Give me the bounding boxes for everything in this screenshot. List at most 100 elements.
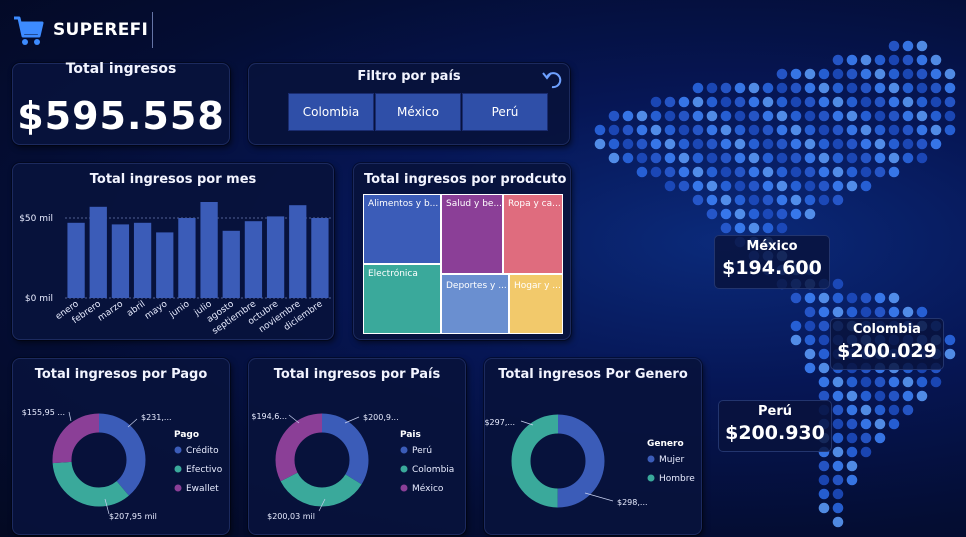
donut-slice-ewallet[interactable] <box>52 413 146 507</box>
legend-item-mujer[interactable]: Mujer <box>659 455 685 465</box>
map-dot <box>846 376 858 388</box>
map-dot <box>636 166 648 178</box>
legend-item-crédito[interactable]: Crédito <box>186 445 219 456</box>
map-card-peru[interactable]: Perú $200.930 <box>718 400 832 452</box>
legend-item-colombia[interactable]: Colombia <box>412 465 454 475</box>
filter-mexico-button[interactable]: México <box>375 93 461 131</box>
treemap-cell-ropa[interactable]: Ropa y ca... <box>503 194 563 274</box>
map-dot <box>832 376 844 388</box>
country-filter-card: Filtro por país Colombia México Perú <box>248 63 570 145</box>
map-dot <box>804 152 816 164</box>
map-dot <box>818 488 830 500</box>
treemap-cell-alimentos[interactable]: Alimentos y b... <box>363 194 441 264</box>
map-dot <box>608 138 620 150</box>
treemap-cell-deportes[interactable]: Deportes y ... <box>441 274 509 334</box>
map-dot <box>664 138 676 150</box>
bar-enero[interactable] <box>67 222 85 298</box>
map-dot <box>874 418 886 430</box>
map-dot <box>776 152 788 164</box>
legend-item-méxico[interactable]: México <box>412 483 444 494</box>
bar-marzo[interactable] <box>111 224 130 298</box>
payment-revenue-card: Total ingresos por Pago $231,... $207,95 … <box>12 358 230 535</box>
map-dot <box>846 166 858 178</box>
legend-marker <box>400 465 408 473</box>
map-dot <box>706 166 718 178</box>
y-tick-label: $50 mil <box>19 214 53 224</box>
map-dot <box>902 82 914 94</box>
treemap-title: Total ingresos por prodcuto <box>364 172 567 187</box>
map-dot <box>930 138 942 150</box>
map-dot <box>846 82 858 94</box>
map-dot <box>790 180 802 192</box>
map-dot <box>846 96 858 108</box>
bar-julio[interactable] <box>200 202 218 298</box>
map-dot <box>860 306 872 318</box>
map-dot <box>832 404 844 416</box>
map-dot <box>692 152 704 164</box>
map-dot <box>846 390 858 402</box>
map-dot <box>650 138 662 150</box>
treemap-cell-electronica[interactable]: Electrónica <box>363 264 441 334</box>
map-dot <box>678 152 690 164</box>
map-dot <box>804 166 816 178</box>
map-dot <box>594 138 606 150</box>
map-dot <box>678 96 690 108</box>
treemap-cell-hogar[interactable]: Hogar y ... <box>509 274 563 334</box>
legend-item-perú[interactable]: Perú <box>412 446 432 456</box>
filter-colombia-button[interactable]: Colombia <box>288 93 374 131</box>
bar-abril[interactable] <box>133 222 152 298</box>
map-dot <box>832 460 844 472</box>
legend-marker <box>400 484 408 492</box>
map-dot <box>790 68 802 80</box>
map-dot <box>874 68 886 80</box>
y-tick-label: $0 mil <box>25 294 53 304</box>
map-card-colombia[interactable]: Colombia $200.029 <box>830 318 944 370</box>
bar-octubre[interactable] <box>266 216 285 298</box>
country-donut-chart[interactable]: $200,9... $200,03 mil $194,6... Pais Perú Col… <box>249 359 467 536</box>
map-dot <box>664 96 676 108</box>
payment-donut-chart[interactable]: $231,... $207,95 mil $155,95 ... Pago Crédit… <box>13 359 231 536</box>
map-dot <box>930 96 942 108</box>
map-dot <box>762 152 774 164</box>
filter-peru-button[interactable]: Perú <box>462 93 548 131</box>
map-card-mexico[interactable]: México $194.600 <box>714 235 830 289</box>
map-dot <box>832 418 844 430</box>
map-dot <box>734 82 746 94</box>
map-dot <box>734 152 746 164</box>
bar-mayo[interactable] <box>156 232 174 298</box>
kpi-value: $595.558 <box>17 94 225 138</box>
legend-item-efectivo[interactable]: Efectivo <box>186 465 223 475</box>
map-dot <box>944 96 956 108</box>
leader-line <box>318 498 326 512</box>
map-dot <box>916 54 928 66</box>
bar-junio[interactable] <box>178 218 196 298</box>
map-dot <box>818 306 830 318</box>
legend-item-ewallet[interactable]: Ewallet <box>186 484 219 494</box>
map-dot <box>832 446 844 458</box>
map-dot <box>832 68 844 80</box>
map-dot <box>902 96 914 108</box>
map-dot <box>874 124 886 136</box>
map-dot <box>748 152 760 164</box>
legend-item-hombre[interactable]: Hombre <box>659 474 695 484</box>
treemap-cell-salud[interactable]: Salud y be... <box>441 194 503 274</box>
donut-slice-méxico[interactable] <box>275 413 369 507</box>
bar-febrero[interactable] <box>89 206 107 298</box>
shopping-cart-icon <box>14 16 44 45</box>
bar-septiembre[interactable] <box>244 221 263 298</box>
data-label: $200,03 mil <box>267 512 315 521</box>
undo-arrow-icon[interactable] <box>541 68 563 90</box>
donut-slice-colombia[interactable] <box>275 413 369 507</box>
map-dot <box>860 404 872 416</box>
data-label: $298,... <box>617 498 648 507</box>
donut-slice-hombre[interactable] <box>511 414 605 508</box>
donut-slice-efectivo[interactable] <box>52 413 146 507</box>
map-dot <box>650 124 662 136</box>
bar-diciembre[interactable] <box>311 218 329 298</box>
bar-noviembre[interactable] <box>289 205 307 298</box>
bar-agosto[interactable] <box>222 230 240 298</box>
map-dot <box>818 292 830 304</box>
map-dot <box>902 54 914 66</box>
gender-donut-chart[interactable]: $298,... $297,... Genero Mujer Hombre <box>485 359 703 536</box>
